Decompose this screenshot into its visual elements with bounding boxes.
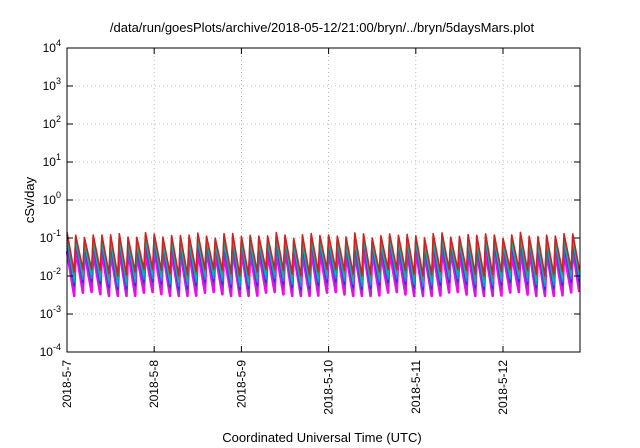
- x-axis-label: Coordinated Universal Time (UTC): [222, 430, 421, 445]
- y-axis: 10-4 10-3 10-2 10-1 100 101 102 103 104: [40, 38, 580, 359]
- y-tick-label: 10-1: [40, 228, 61, 245]
- x-tick-label: 2018-5-11: [409, 360, 423, 414]
- y-tick-label: 100: [43, 190, 61, 207]
- x-tick-label: 2018-5-12: [496, 360, 510, 415]
- y-tick-label: 10-4: [40, 342, 61, 359]
- x-tick-label: 2018-5-9: [234, 360, 248, 408]
- y-tick-label: 10-2: [40, 266, 61, 283]
- y-tick-label: 103: [43, 76, 61, 93]
- series-group: [65, 231, 581, 298]
- chart-title: /data/run/goesPlots/archive/2018-05-12/2…: [110, 20, 535, 35]
- x-axis: 2018-5-7 2018-5-8 2018-5-9 2018-5-10 2018-5-…: [60, 48, 510, 415]
- x-tick-label: 2018-5-7: [60, 360, 74, 408]
- y-tick-label: 104: [43, 38, 61, 55]
- y-tick-label: 102: [43, 114, 61, 131]
- x-tick-label: 2018-5-10: [322, 360, 336, 415]
- series-line: [66, 231, 581, 277]
- x-tick-label: 2018-5-8: [147, 360, 161, 408]
- y-tick-label: 10-3: [40, 304, 61, 321]
- y-tick-label: 101: [43, 152, 61, 169]
- grid-lines: [67, 48, 580, 352]
- y-axis-label: cSv/day: [22, 176, 37, 223]
